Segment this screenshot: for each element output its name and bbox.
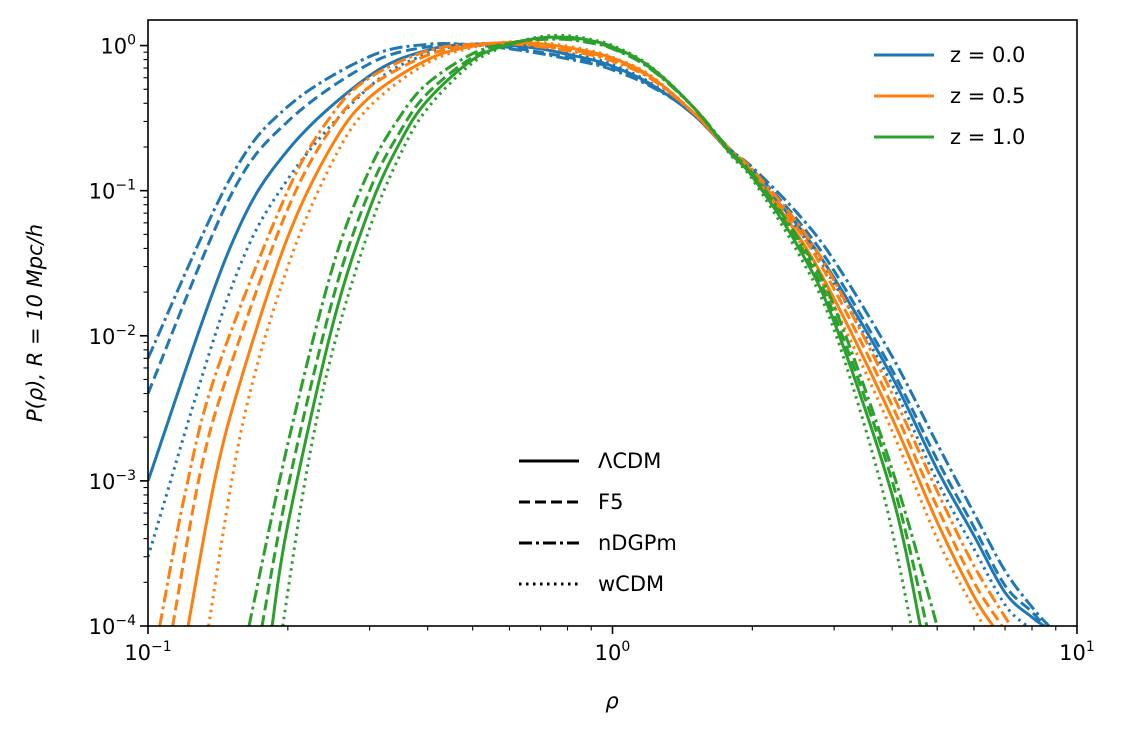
y-tick-label: 10−3 xyxy=(89,468,136,494)
series-line-z00-solid xyxy=(148,42,1046,626)
legend-label-model: wCDM xyxy=(598,572,664,596)
x-axis-label: ρ xyxy=(605,689,619,713)
legend-label-model: nDGPm xyxy=(598,531,677,555)
series-line-z00-dotted xyxy=(148,41,1028,626)
series-line-z10-dotted xyxy=(281,33,913,626)
axis-tick-labels: 10−1 100 101 10−4 10−3 10−2 10−1 100 xyxy=(89,33,1095,665)
x-tick-label: 101 xyxy=(1059,639,1095,665)
y-tick-label: 10−1 xyxy=(89,178,136,204)
x-tick-label: 100 xyxy=(595,639,631,665)
y-tick-label: 10−2 xyxy=(89,323,136,349)
legend-redshift: z = 0.0 z = 0.5 z = 1.0 xyxy=(874,43,1025,149)
legend-label-model: ΛCDM xyxy=(598,449,661,473)
legend-label-z: z = 1.0 xyxy=(950,125,1025,149)
series-line-z05-dashed xyxy=(171,41,1004,626)
x-tick-label: 10−1 xyxy=(124,639,171,665)
series-lines xyxy=(148,33,1051,626)
series-line-z00-dashed xyxy=(148,42,1046,626)
legend-label-model: F5 xyxy=(598,490,623,514)
series-line-z05-dashdot xyxy=(158,41,1013,626)
series-line-z10-solid xyxy=(270,35,922,626)
y-tick-label: 100 xyxy=(100,33,136,59)
legend-label-z: z = 0.5 xyxy=(950,84,1025,108)
series-line-z05-dotted xyxy=(207,40,986,626)
series-line-z10-dashed xyxy=(260,36,929,626)
series-line-z10-dashdot xyxy=(247,37,939,626)
y-axis-label: P(ρ), R = 10 Mpc/h xyxy=(23,224,47,422)
legend-label-z: z = 0.0 xyxy=(950,43,1025,67)
series-line-z05-solid xyxy=(186,40,995,626)
series-line-z00-dashdot xyxy=(148,41,1051,626)
axis-ticks xyxy=(140,44,1078,634)
y-tick-label: 10−4 xyxy=(89,613,136,639)
legend-model: ΛCDM F5 nDGPm wCDM xyxy=(519,449,677,596)
